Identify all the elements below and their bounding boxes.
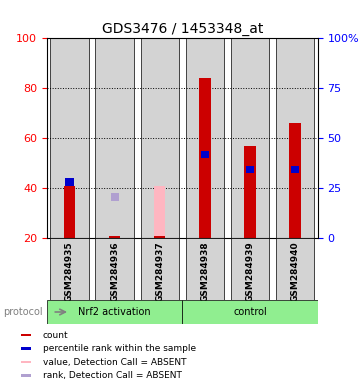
Bar — [199, 78, 210, 238]
Bar — [95, 238, 134, 300]
Text: percentile rank within the sample: percentile rank within the sample — [43, 344, 196, 353]
Bar — [50, 238, 89, 300]
Text: GSM284935: GSM284935 — [65, 241, 74, 302]
Bar — [47, 300, 182, 324]
Text: count: count — [43, 331, 69, 339]
Bar — [182, 300, 318, 324]
Bar — [95, 38, 134, 238]
Title: GDS3476 / 1453348_at: GDS3476 / 1453348_at — [101, 22, 263, 36]
Text: GSM284937: GSM284937 — [155, 241, 164, 302]
Bar — [64, 186, 75, 238]
Text: GSM284938: GSM284938 — [200, 241, 209, 302]
Bar — [140, 238, 179, 300]
Bar — [186, 38, 224, 238]
Bar — [231, 238, 269, 300]
Bar — [50, 38, 89, 238]
Text: Nrf2 activation: Nrf2 activation — [78, 307, 151, 317]
Text: GSM284939: GSM284939 — [245, 241, 255, 302]
Text: rank, Detection Call = ABSENT: rank, Detection Call = ABSENT — [43, 371, 182, 380]
Bar — [65, 178, 74, 186]
Bar — [154, 186, 165, 238]
Bar — [231, 38, 269, 238]
Bar — [276, 238, 314, 300]
Bar — [140, 38, 179, 238]
Bar — [110, 193, 119, 200]
Bar — [291, 166, 299, 173]
Bar — [109, 235, 120, 238]
Bar — [246, 166, 254, 173]
Bar — [201, 151, 209, 158]
Bar — [21, 334, 31, 336]
Text: protocol: protocol — [4, 307, 43, 317]
Bar — [290, 123, 301, 238]
Text: value, Detection Call = ABSENT: value, Detection Call = ABSENT — [43, 358, 187, 367]
Text: GSM284940: GSM284940 — [291, 241, 300, 302]
Text: control: control — [233, 307, 267, 317]
Bar — [186, 238, 224, 300]
Bar — [21, 347, 31, 349]
Bar — [244, 146, 256, 238]
Bar — [154, 235, 165, 238]
Bar — [21, 361, 31, 363]
Bar — [21, 374, 31, 377]
Text: GSM284936: GSM284936 — [110, 241, 119, 302]
Bar — [276, 38, 314, 238]
